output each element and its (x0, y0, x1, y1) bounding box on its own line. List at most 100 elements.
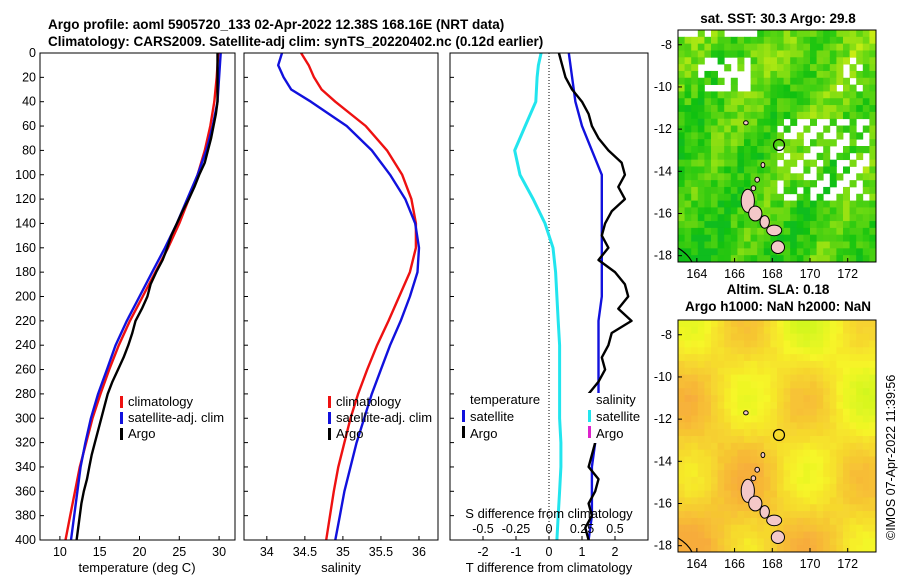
map-cell (770, 360, 778, 369)
map-cell (862, 64, 870, 72)
map-cell (750, 146, 758, 154)
map-cell (724, 395, 732, 403)
map-cell (849, 214, 857, 222)
map-cell (856, 449, 864, 457)
map-cell (724, 538, 732, 546)
map-cell (783, 105, 791, 113)
map-cell (691, 415, 699, 423)
map-cell (869, 30, 877, 38)
map-cell (816, 545, 824, 553)
map-cell (777, 395, 784, 403)
map-cell (717, 105, 725, 113)
map-cell (678, 374, 685, 382)
map-cell (810, 483, 817, 491)
map-cell (724, 43, 732, 51)
map-cell (770, 105, 778, 113)
map-cell (836, 221, 844, 229)
map-cell (724, 125, 732, 133)
map-cell (763, 30, 771, 38)
map-cell (816, 30, 824, 38)
map-cell (783, 517, 791, 526)
map-cell (823, 166, 831, 174)
map-cell (816, 193, 824, 201)
map-cell (856, 340, 864, 348)
map-cell (724, 105, 732, 113)
map-cell (829, 333, 837, 341)
map-cell (750, 531, 758, 539)
map-cell (783, 340, 791, 348)
map-cell (744, 415, 751, 423)
island-outline (770, 240, 786, 254)
map-cell (836, 125, 844, 133)
map-cell (803, 504, 811, 512)
map-cell (777, 388, 784, 396)
map-cell (737, 221, 745, 229)
map-cell (763, 545, 771, 553)
map-cell (783, 125, 791, 133)
map-cell (730, 132, 738, 140)
map-cell (763, 84, 771, 92)
map-cell (717, 193, 725, 201)
map-cell (869, 483, 877, 491)
map-cell (869, 436, 877, 444)
map-cell (856, 255, 864, 263)
map-cell (730, 221, 738, 229)
map-cell (704, 545, 712, 553)
map-cell (737, 248, 745, 256)
map-cell (869, 470, 877, 478)
map-cell (711, 470, 718, 478)
map-cell (849, 125, 857, 133)
map-cell (836, 476, 844, 485)
map-cell (862, 320, 870, 328)
map-cell (862, 166, 870, 174)
map-cell (763, 381, 771, 389)
x-tick-label: 0 (546, 545, 553, 559)
map-cell (711, 360, 718, 369)
map-cell (757, 340, 765, 348)
map-cell (829, 340, 837, 348)
map-cell (684, 354, 692, 362)
map-cell (777, 490, 784, 498)
map-cell (691, 255, 699, 263)
map-cell (691, 504, 699, 512)
map-cell (691, 470, 699, 478)
x-tick-label: 10 (53, 545, 67, 559)
map-cell (836, 193, 844, 201)
map-cell (737, 193, 745, 201)
map-cell (770, 98, 778, 106)
map-cell (849, 504, 857, 512)
map-cell (869, 381, 877, 389)
map-cell (862, 248, 870, 256)
map-cell (711, 347, 718, 355)
map-cell (730, 340, 738, 348)
map-cell (856, 545, 864, 553)
map-cell (704, 422, 712, 430)
temperature-satellite-line (69, 52, 222, 541)
difference-panel: -2 -1 0 1 2 S difference from climatology -0… (449, 52, 649, 575)
map-cell (816, 483, 824, 491)
map-cell (744, 456, 751, 464)
map-cell (697, 545, 705, 553)
map-cell (796, 214, 804, 222)
map-cell (783, 36, 791, 45)
map-cell (869, 173, 877, 181)
map-cell (843, 449, 850, 457)
map-cell (829, 98, 837, 106)
map-cell (737, 64, 745, 72)
y-tick-label: 60 (22, 119, 36, 133)
map-cell (816, 538, 824, 546)
map-cell (770, 401, 778, 410)
map-cell (763, 173, 771, 181)
map-cell (796, 227, 804, 236)
map-cell (843, 408, 850, 416)
map-cell (724, 98, 732, 106)
map-cell (684, 531, 692, 539)
map-cell (704, 367, 712, 375)
map-cell (711, 483, 718, 491)
map-cell (869, 326, 877, 335)
map-cell (869, 340, 877, 348)
map-cell (783, 43, 791, 51)
map-cell (796, 524, 804, 532)
map-cell (704, 132, 712, 140)
map-cell (717, 538, 725, 546)
